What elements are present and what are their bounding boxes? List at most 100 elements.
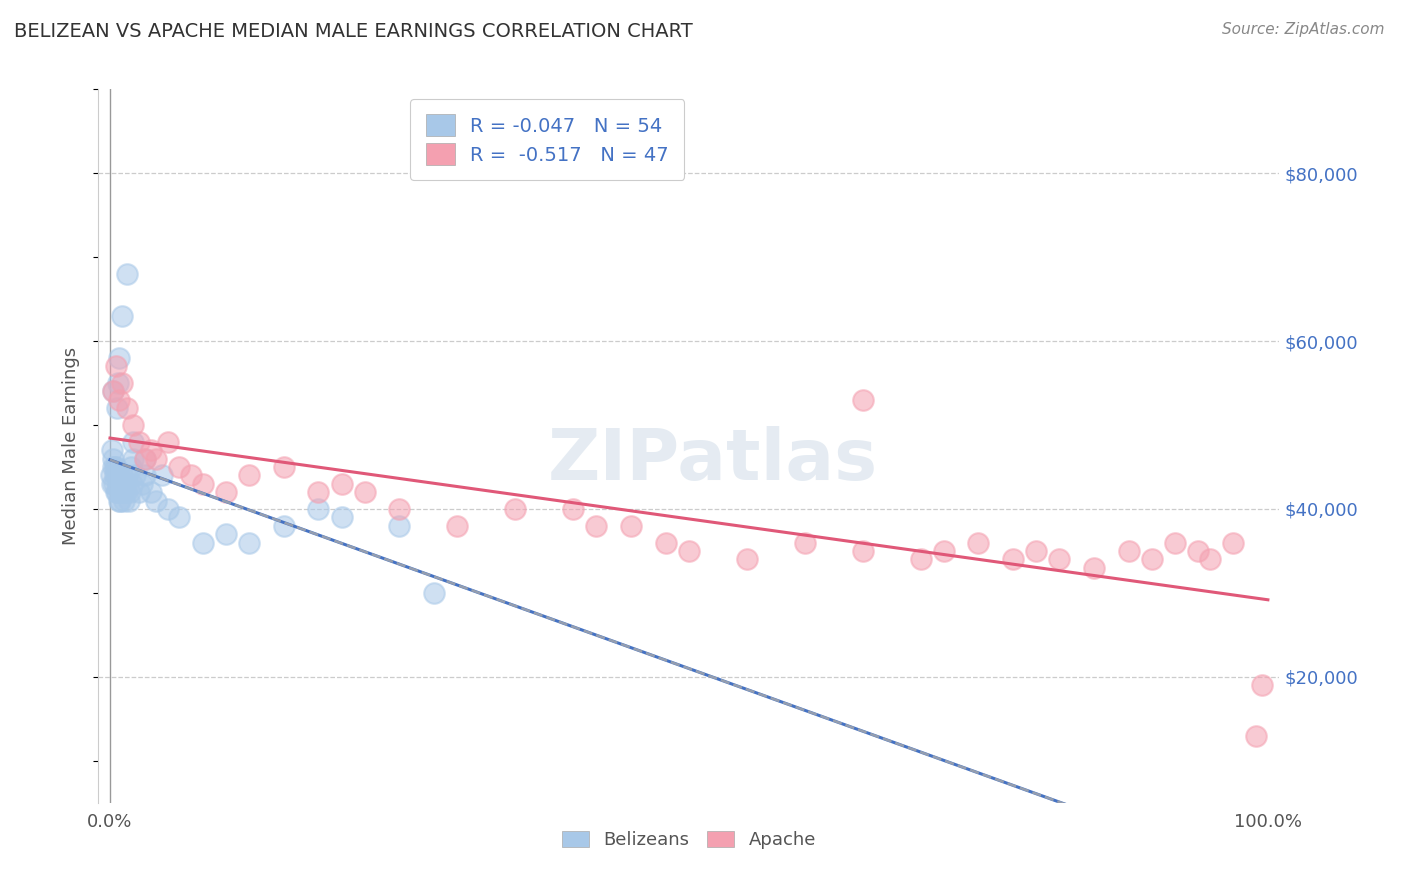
Point — [110, 309, 132, 323]
Point — [121, 476, 143, 491]
Point — [735, 552, 758, 566]
Point — [620, 518, 643, 533]
Point — [104, 359, 127, 374]
Point — [238, 468, 260, 483]
Point — [307, 502, 329, 516]
Point — [273, 518, 295, 533]
Point — [107, 493, 129, 508]
Point — [100, 468, 122, 483]
Point — [134, 451, 156, 466]
Point — [117, 468, 139, 483]
Point — [101, 443, 124, 458]
Point — [134, 451, 156, 466]
Point — [423, 586, 446, 600]
Point — [852, 544, 875, 558]
Point — [103, 451, 125, 466]
Point — [105, 485, 128, 500]
Point — [150, 468, 173, 483]
Point — [114, 476, 136, 491]
Point — [100, 476, 122, 491]
Point — [169, 460, 191, 475]
Point — [120, 460, 142, 475]
Point — [110, 376, 132, 390]
Point — [117, 267, 139, 281]
Point — [105, 401, 128, 416]
Point — [117, 493, 139, 508]
Point — [1222, 535, 1244, 549]
Point — [388, 502, 411, 516]
Point — [1025, 544, 1047, 558]
Point — [678, 544, 700, 558]
Point — [105, 485, 128, 500]
Point — [852, 392, 875, 407]
Point — [388, 518, 411, 533]
Point — [1049, 552, 1071, 566]
Point — [101, 460, 124, 475]
Point — [107, 376, 129, 390]
Text: BELIZEAN VS APACHE MEDIAN MALE EARNINGS CORRELATION CHART: BELIZEAN VS APACHE MEDIAN MALE EARNINGS … — [14, 22, 693, 41]
Point — [111, 485, 134, 500]
Point — [793, 535, 815, 549]
Point — [107, 468, 129, 483]
Point — [145, 493, 167, 508]
Point — [585, 518, 607, 533]
Point — [967, 535, 990, 549]
Point — [180, 468, 202, 483]
Text: Source: ZipAtlas.com: Source: ZipAtlas.com — [1222, 22, 1385, 37]
Point — [932, 544, 955, 558]
Point — [1083, 560, 1105, 574]
Point — [1164, 535, 1187, 549]
Point — [1251, 678, 1274, 692]
Point — [238, 535, 260, 549]
Point — [110, 468, 132, 483]
Point — [330, 476, 353, 491]
Point — [910, 552, 932, 566]
Point — [191, 476, 214, 491]
Point — [156, 502, 179, 516]
Point — [108, 485, 131, 500]
Point — [122, 434, 145, 449]
Point — [1118, 544, 1140, 558]
Point — [1199, 552, 1222, 566]
Point — [103, 384, 125, 399]
Point — [112, 493, 135, 508]
Point — [108, 468, 131, 483]
Point — [330, 510, 353, 524]
Point — [1187, 544, 1209, 558]
Point — [139, 485, 162, 500]
Point — [110, 476, 132, 491]
Point — [134, 468, 156, 483]
Point — [215, 527, 238, 541]
Point — [1140, 552, 1163, 566]
Point — [139, 443, 162, 458]
Point — [108, 351, 131, 365]
Point — [103, 476, 125, 491]
Point — [118, 485, 141, 500]
Point — [104, 460, 127, 475]
Point — [503, 502, 526, 516]
Point — [103, 384, 125, 399]
Point — [104, 468, 127, 483]
Point — [122, 417, 145, 432]
Point — [191, 535, 214, 549]
Point — [108, 392, 131, 407]
Point — [117, 401, 139, 416]
Point — [307, 485, 329, 500]
Point — [353, 485, 375, 500]
Point — [145, 451, 167, 466]
Point — [104, 460, 127, 475]
Y-axis label: Median Male Earnings: Median Male Earnings — [62, 347, 80, 545]
Point — [215, 485, 238, 500]
Point — [1002, 552, 1025, 566]
Point — [122, 451, 145, 466]
Point — [446, 518, 468, 533]
Point — [273, 460, 295, 475]
Point — [131, 476, 153, 491]
Point — [169, 510, 191, 524]
Point — [655, 535, 678, 549]
Text: ZIPatlas: ZIPatlas — [547, 425, 877, 495]
Point — [110, 493, 132, 508]
Point — [124, 468, 146, 483]
Point — [128, 485, 150, 500]
Point — [128, 434, 150, 449]
